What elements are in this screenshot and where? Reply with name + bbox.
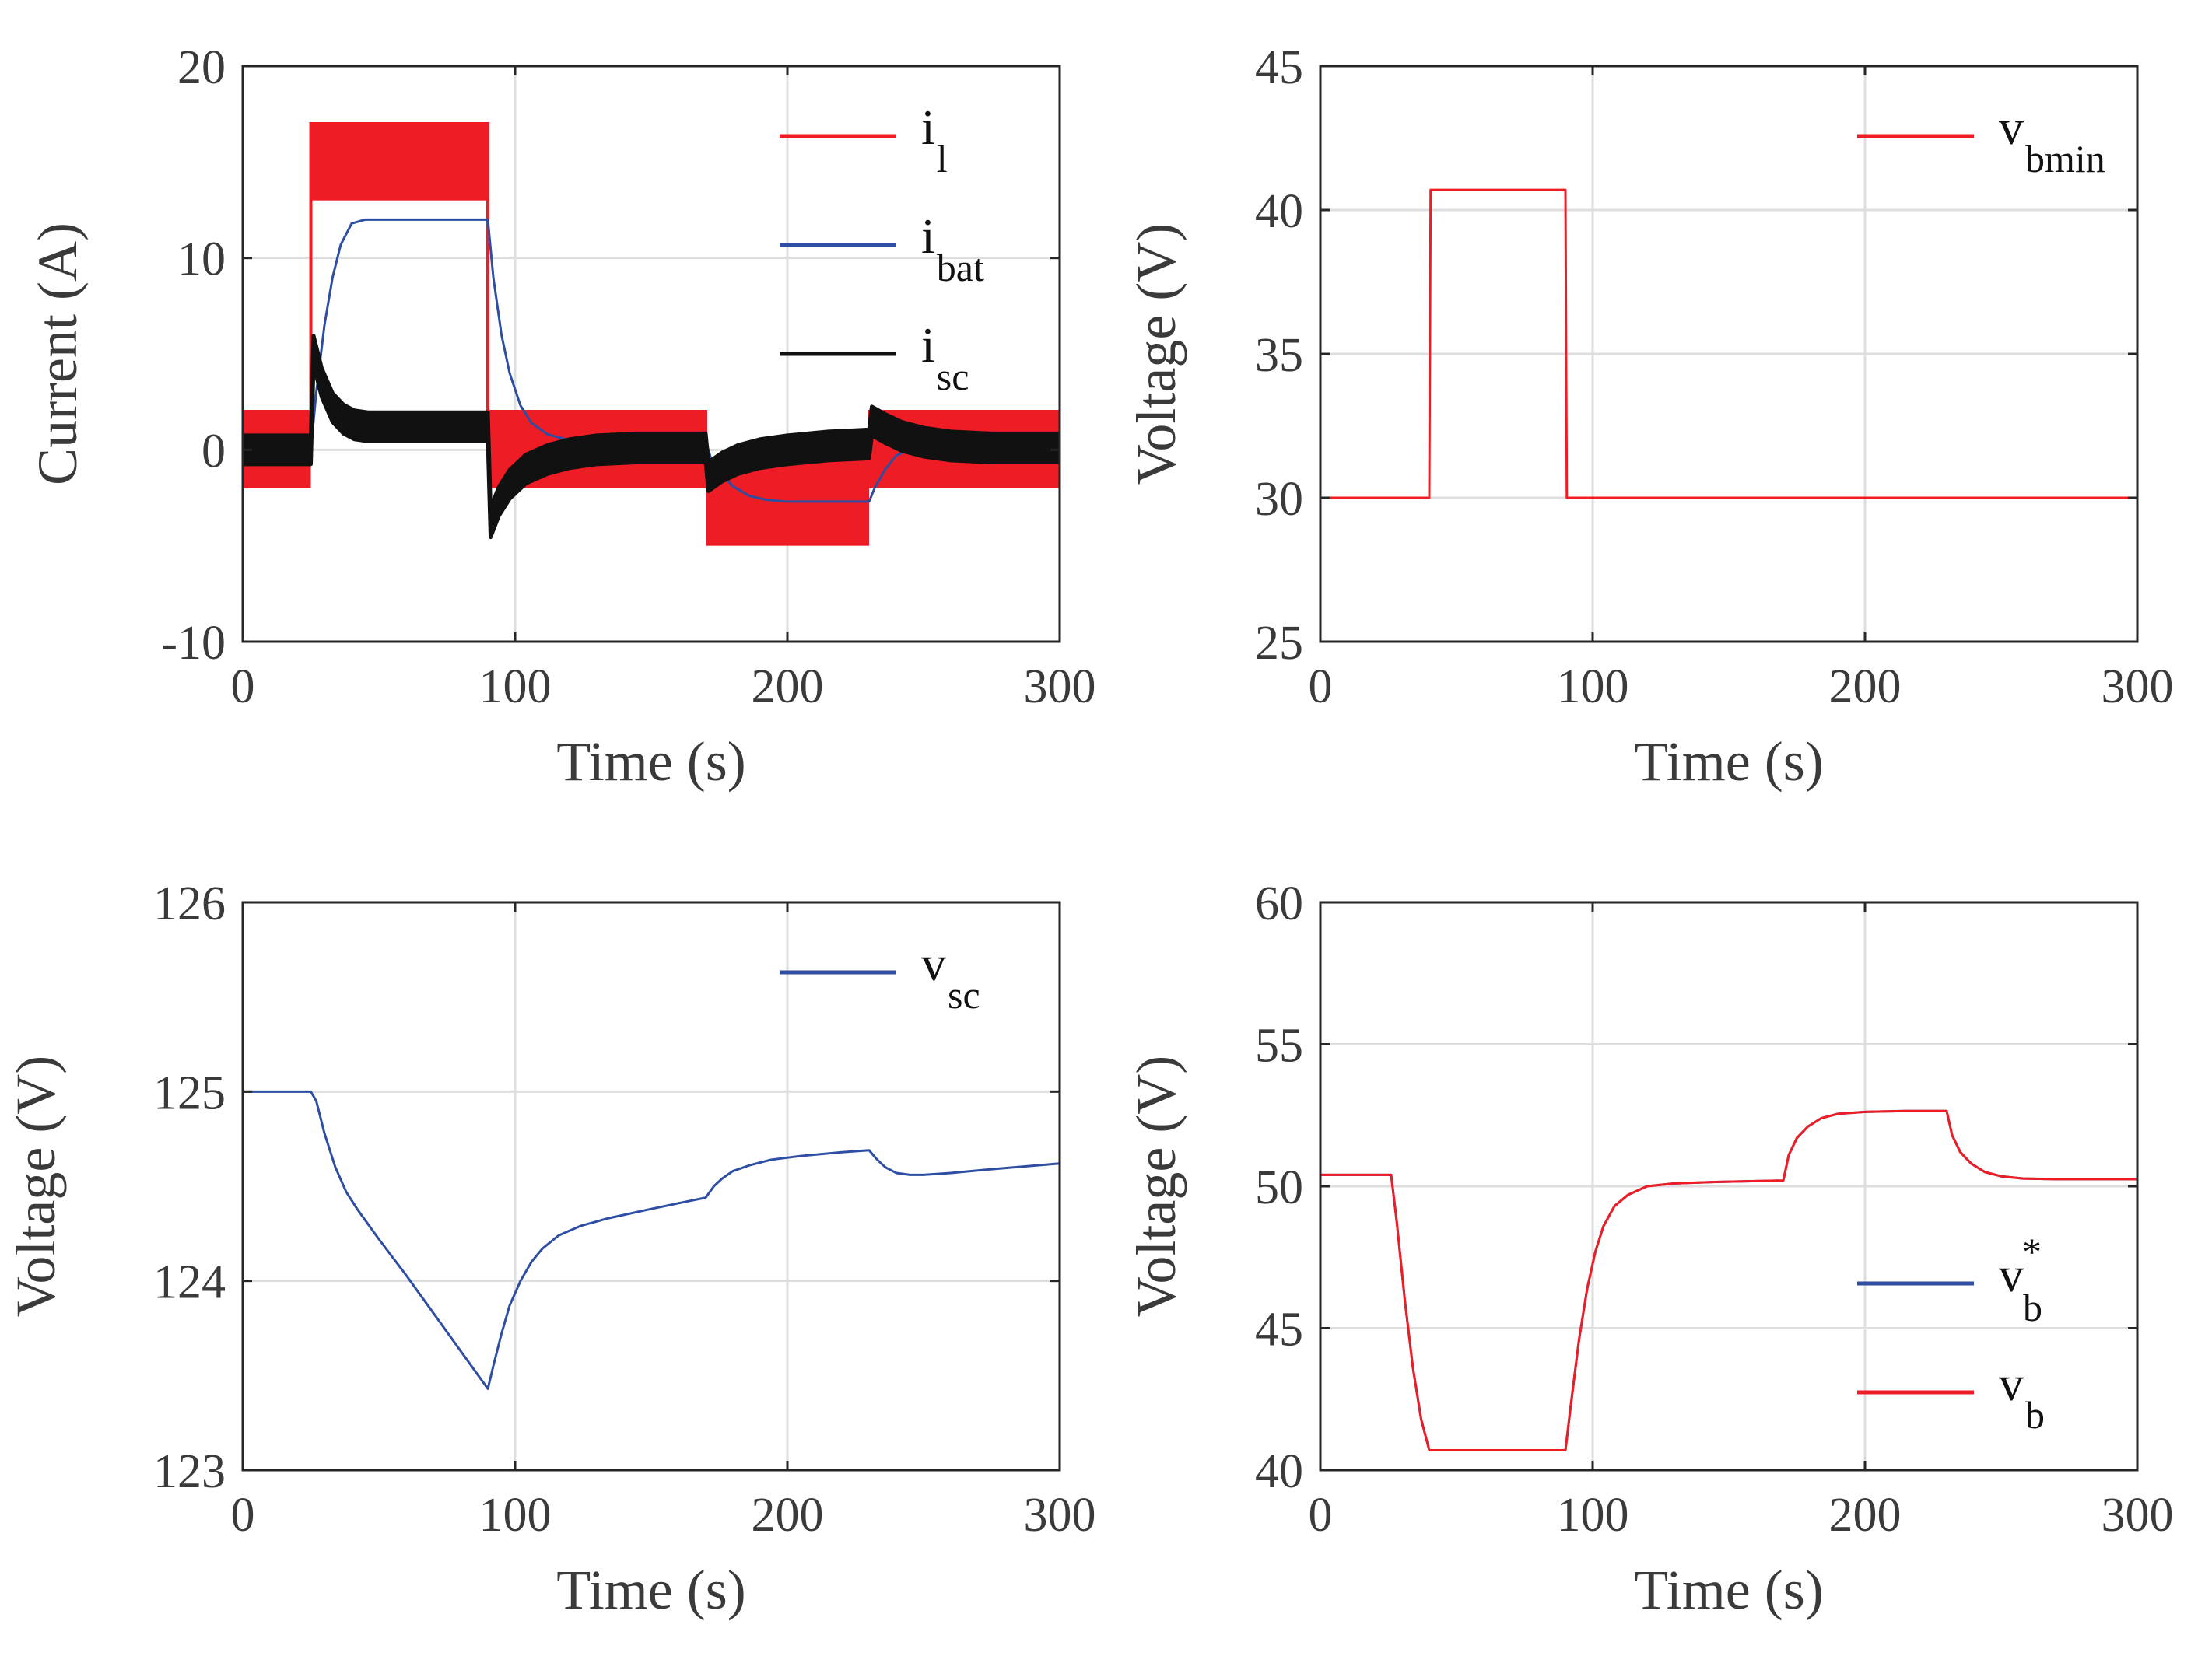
legend-base: v — [1999, 100, 2024, 155]
y-tick-label: 40 — [1255, 1445, 1303, 1498]
legend-sub: bat — [937, 246, 984, 289]
x-tick-label: 300 — [2102, 660, 2174, 713]
legend-sub: sc — [948, 973, 980, 1017]
legend-entry: vsc — [921, 936, 980, 1017]
x-tick-label: 100 — [479, 1489, 552, 1542]
x-axis-label: Time (s) — [1634, 1559, 1823, 1621]
y-tick-label: 124 — [153, 1256, 226, 1309]
panel-vsc: 0 100 200 300 123 124 125 126 Time (s) Voltage (V… — [5, 877, 1096, 1621]
legend-sub: bmin — [2025, 137, 2105, 180]
series-i-sc — [243, 349, 1060, 523]
y-tick-label: 30 — [1255, 473, 1303, 526]
legend: vbmin — [1857, 100, 2105, 180]
x-tick-label: 200 — [752, 1489, 824, 1542]
x-tick-label: 0 — [1309, 660, 1333, 713]
x-tick-label: 200 — [1829, 1489, 1902, 1542]
y-tick-label: 55 — [1255, 1020, 1303, 1073]
x-axis-label: Time (s) — [556, 1559, 745, 1621]
x-tick-label: 300 — [2102, 1489, 2174, 1542]
series-v-sc — [243, 1090, 1060, 1390]
legend-base: v — [1999, 1356, 2024, 1411]
axes-box — [241, 901, 1061, 1472]
legend-entry: vbmin — [1999, 100, 2105, 180]
plot-area — [243, 902, 1060, 1470]
legend-entry: v* b — [1999, 1230, 2042, 1329]
series-v-b — [1320, 1109, 2137, 1451]
x-tick-label: 0 — [231, 660, 255, 713]
legend-sub: sc — [937, 355, 969, 398]
legend-sub: b — [2023, 1286, 2042, 1329]
y-tick-label: 35 — [1255, 329, 1303, 382]
x-tick-label: 300 — [1024, 1489, 1096, 1542]
panel-vbmin: 0 100 200 300 25 30 35 40 45 Time (s) Voltage (V) v… — [1125, 41, 2174, 793]
y-tick-label: 126 — [153, 877, 226, 930]
panel-vb: 0 100 200 300 40 45 50 55 60 Time (s) Voltage (V) v… — [1125, 877, 2174, 1621]
legend-entry: isc — [921, 317, 969, 398]
y-tick-label: 25 — [1255, 617, 1303, 670]
x-axis-label: Time (s) — [556, 730, 745, 793]
legend-base: i — [921, 100, 935, 155]
y-axis-label: Current (A) — [26, 222, 89, 485]
x-tick-label: 200 — [752, 660, 824, 713]
y-tick-label: 10 — [177, 233, 226, 286]
y-tick-label: -10 — [161, 617, 226, 670]
x-tick-label: 100 — [1557, 660, 1629, 713]
series-i-sc-band — [243, 334, 1060, 540]
legend-entry: ibat — [921, 208, 984, 289]
legend-base: i — [921, 208, 935, 264]
legend-base: v — [1999, 1247, 2024, 1302]
series-v-bmin — [1320, 188, 2137, 499]
y-axis-label: Voltage (V) — [1125, 223, 1187, 485]
y-tick-label: 50 — [1255, 1161, 1303, 1214]
axes-box — [241, 65, 1061, 643]
legend-entry: il — [921, 100, 948, 180]
y-tick-label: 20 — [177, 41, 226, 94]
x-tick-label: 0 — [1309, 1489, 1333, 1542]
legend: v* bvb — [1857, 1230, 2045, 1437]
x-tick-label: 0 — [231, 1489, 255, 1542]
x-tick-label: 300 — [1024, 660, 1096, 713]
y-tick-label: 125 — [153, 1066, 226, 1119]
legend-base: v — [921, 936, 946, 991]
x-tick-label: 100 — [1557, 1489, 1629, 1542]
series-i-l-band — [310, 124, 488, 201]
legend-sub: b — [2025, 1393, 2045, 1437]
legend-entry: vb — [1999, 1356, 2045, 1437]
y-axis-label: Voltage (V) — [5, 1056, 67, 1318]
y-tick-label: 60 — [1255, 877, 1303, 930]
x-tick-label: 100 — [479, 660, 552, 713]
x-tick-label: 200 — [1829, 660, 1902, 713]
x-axis-label: Time (s) — [1634, 730, 1823, 793]
y-tick-label: 0 — [202, 425, 226, 478]
y-tick-label: 40 — [1255, 185, 1303, 238]
y-tick-label: 45 — [1255, 1304, 1303, 1357]
y-axis-label: Voltage (V) — [1125, 1056, 1187, 1318]
legend-base: i — [921, 317, 935, 373]
y-tick-label: 45 — [1255, 41, 1303, 94]
legend: vsc — [780, 936, 980, 1017]
legend-sub: l — [937, 137, 948, 180]
legend-sup: * — [2022, 1230, 2042, 1273]
y-tick-label: 123 — [153, 1445, 226, 1498]
